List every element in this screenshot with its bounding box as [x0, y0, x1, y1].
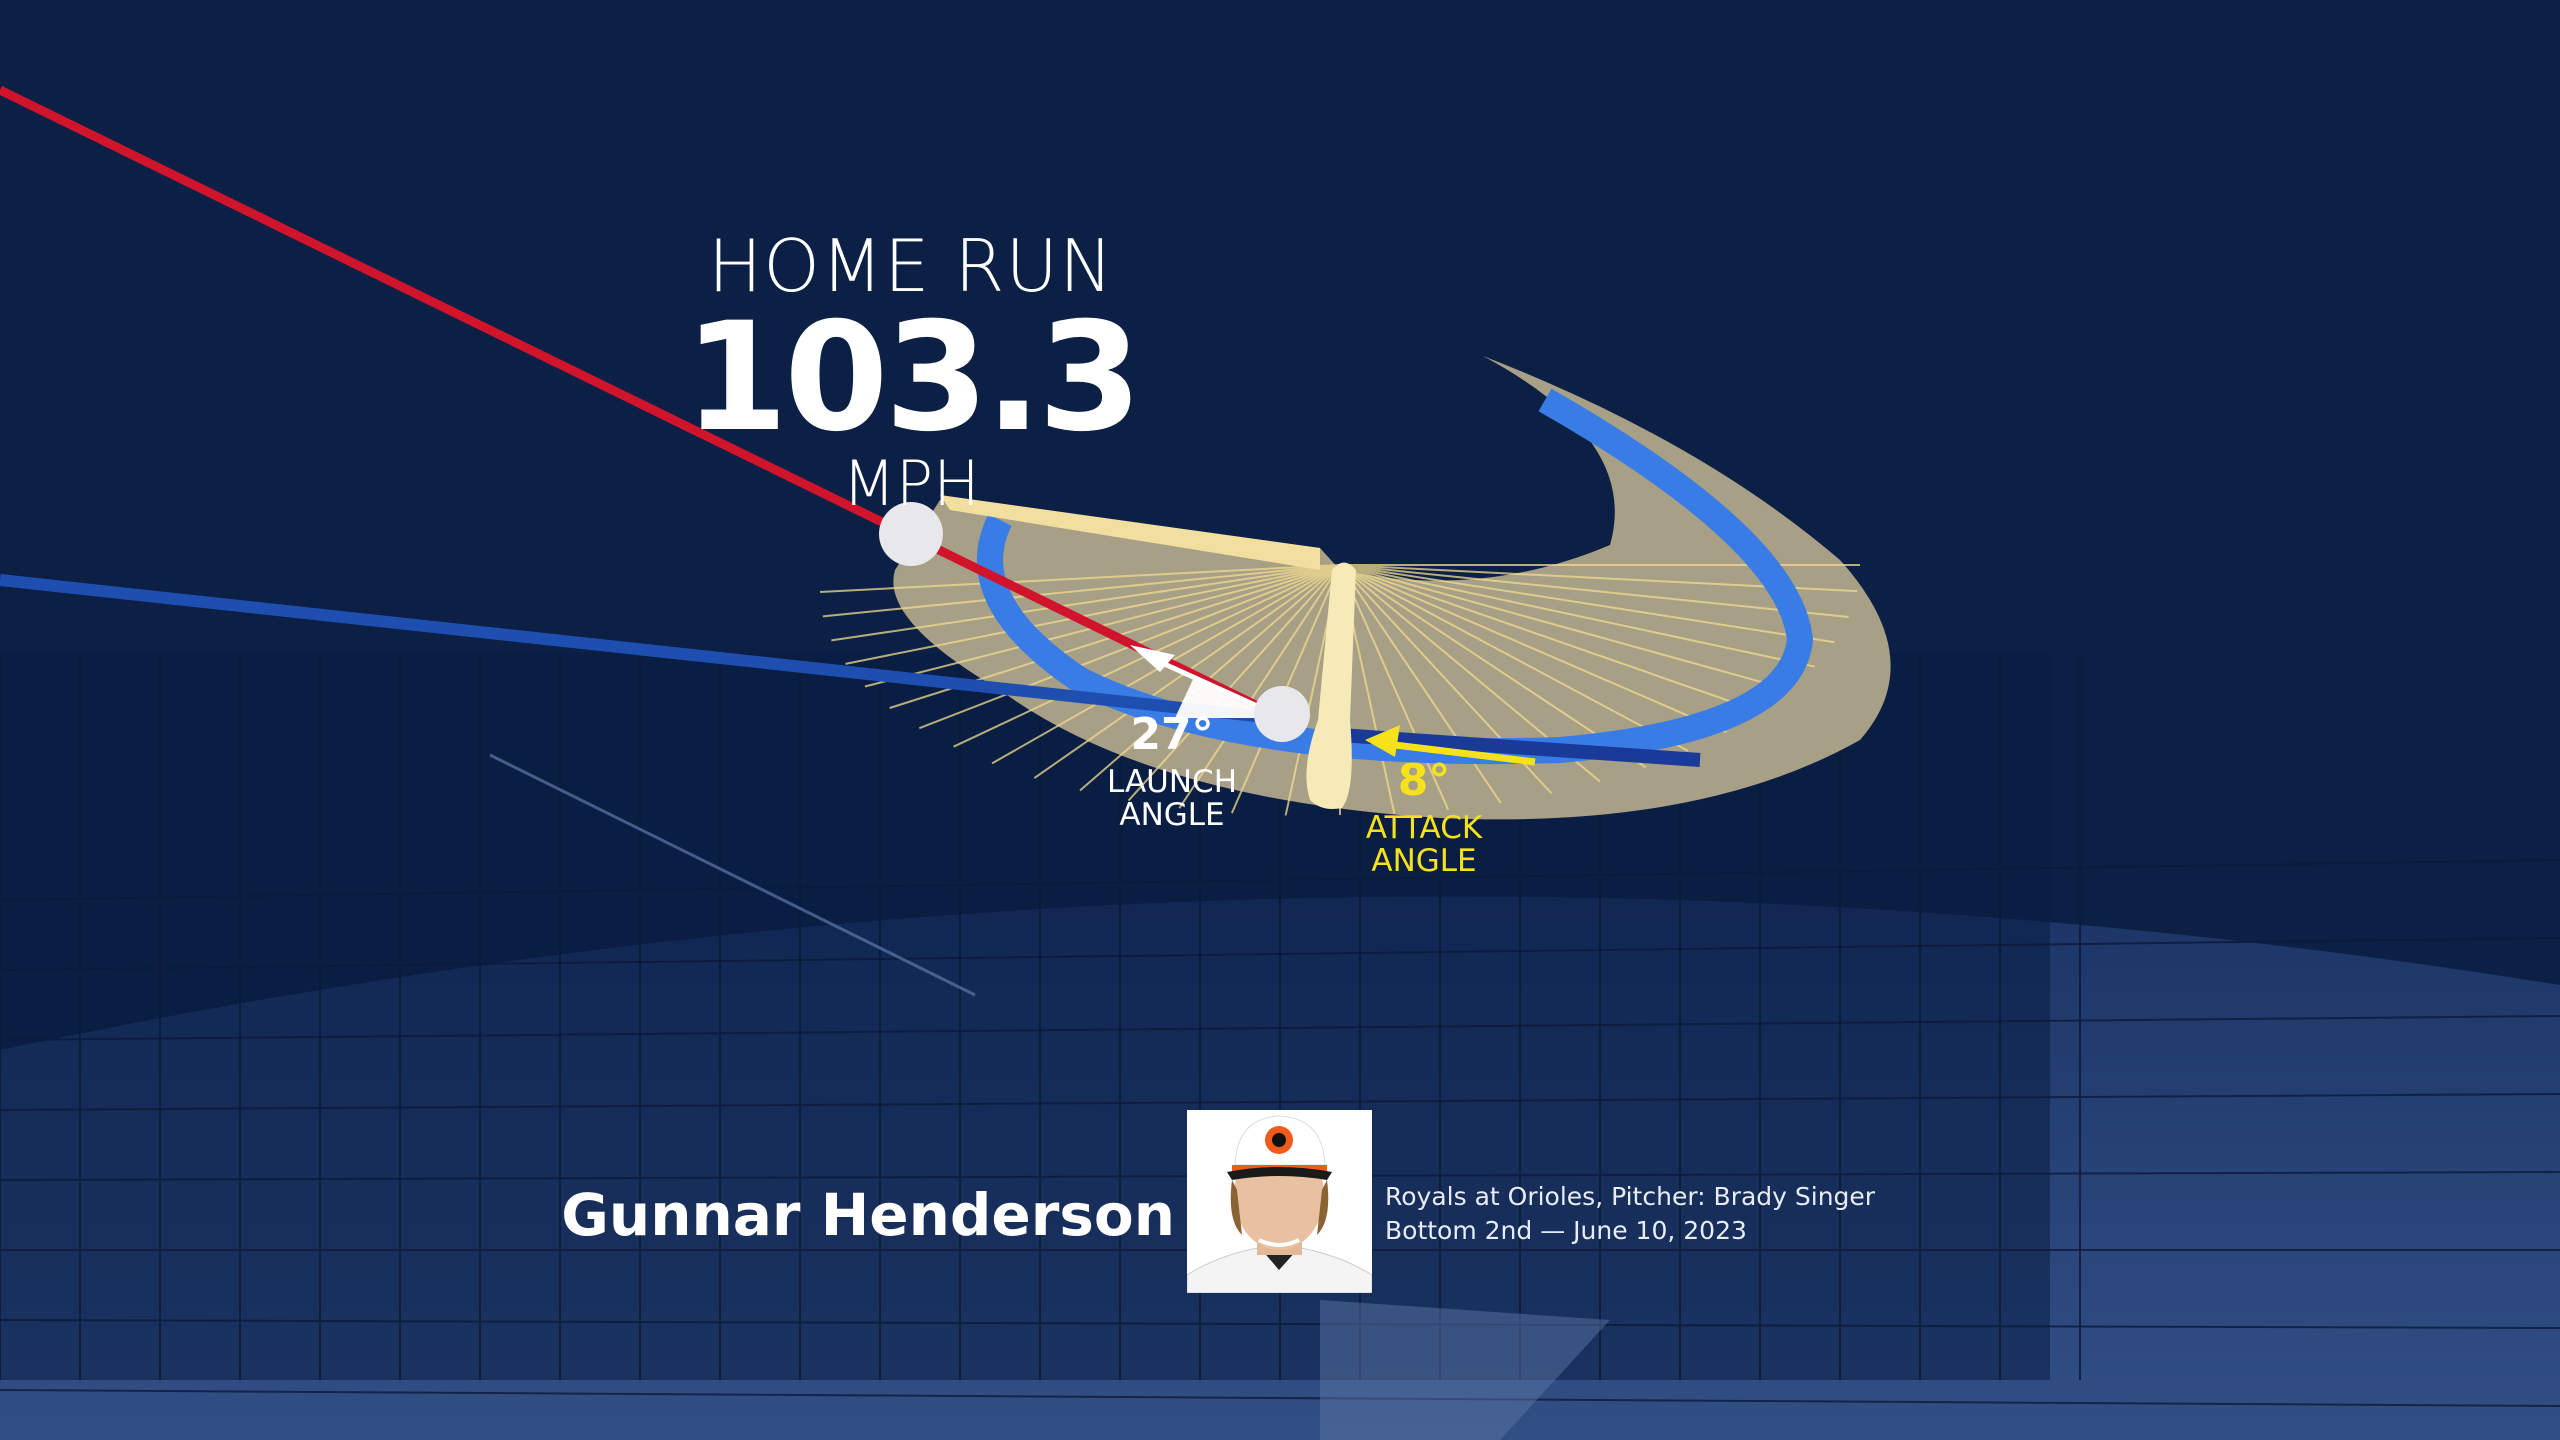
ball-flight: [879, 502, 943, 566]
player-headshot: [1187, 1110, 1372, 1293]
faint-trail: [489, 753, 976, 997]
grid-line: [0, 937, 2560, 971]
fan-line: [1339, 564, 1816, 668]
exit-velocity-unit: MPH: [842, 447, 980, 520]
pitch-path: [0, 574, 1275, 724]
grid-line: [0, 1319, 2560, 1329]
grid-line: [0, 859, 2560, 901]
fan-line: [1339, 564, 1791, 691]
fan-line: [1127, 564, 1341, 802]
fan-line: [1339, 564, 1727, 734]
player-name: Gunnar Henderson: [561, 1181, 1175, 1249]
fan-line: [1178, 564, 1341, 809]
attack-angle-label: ATTACK ANGLE: [1365, 810, 1483, 879]
attack-path: [1339, 728, 1701, 767]
grid-line: [0, 1093, 2560, 1111]
floor-highlight: [1320, 1300, 1610, 1440]
attack-angle-value: 8°: [1397, 755, 1451, 806]
grid-line: [0, 1015, 2560, 1041]
launch-angle-label: LAUNCH ANGLE: [1106, 764, 1238, 833]
game-inning-date: Bottom 2nd — June 10, 2023: [1385, 1216, 1747, 1245]
ball-contact: [1254, 686, 1310, 742]
exit-velocity: 103.3: [683, 291, 1142, 465]
bat: [1306, 562, 1356, 809]
launch-angle-value: 27°: [1130, 709, 1214, 760]
fan-line: [1339, 564, 1849, 618]
ball-path: [0, 85, 1284, 723]
fan-line: [1339, 564, 1835, 644]
game-matchup: Royals at Orioles, Pitcher: Brady Singer: [1385, 1182, 1876, 1211]
attack-angle-arrow: [1365, 725, 1400, 757]
game-info: Royals at Orioles, Pitcher: Brady Singer…: [1385, 1180, 1875, 1248]
attack-angle-line: [1394, 741, 1536, 766]
fan-line: [1339, 564, 1689, 752]
fan-line: [845, 564, 1341, 665]
hit-result: HOME RUN: [708, 224, 1114, 308]
fan-line: [831, 564, 1341, 642]
fan-line: [819, 564, 1341, 593]
fan-line: [822, 564, 1341, 618]
fan-line: [1339, 564, 1450, 810]
swing-top-edge: [940, 495, 1320, 570]
fan-line: [1339, 564, 1762, 713]
grid-line: [0, 1389, 2560, 1407]
